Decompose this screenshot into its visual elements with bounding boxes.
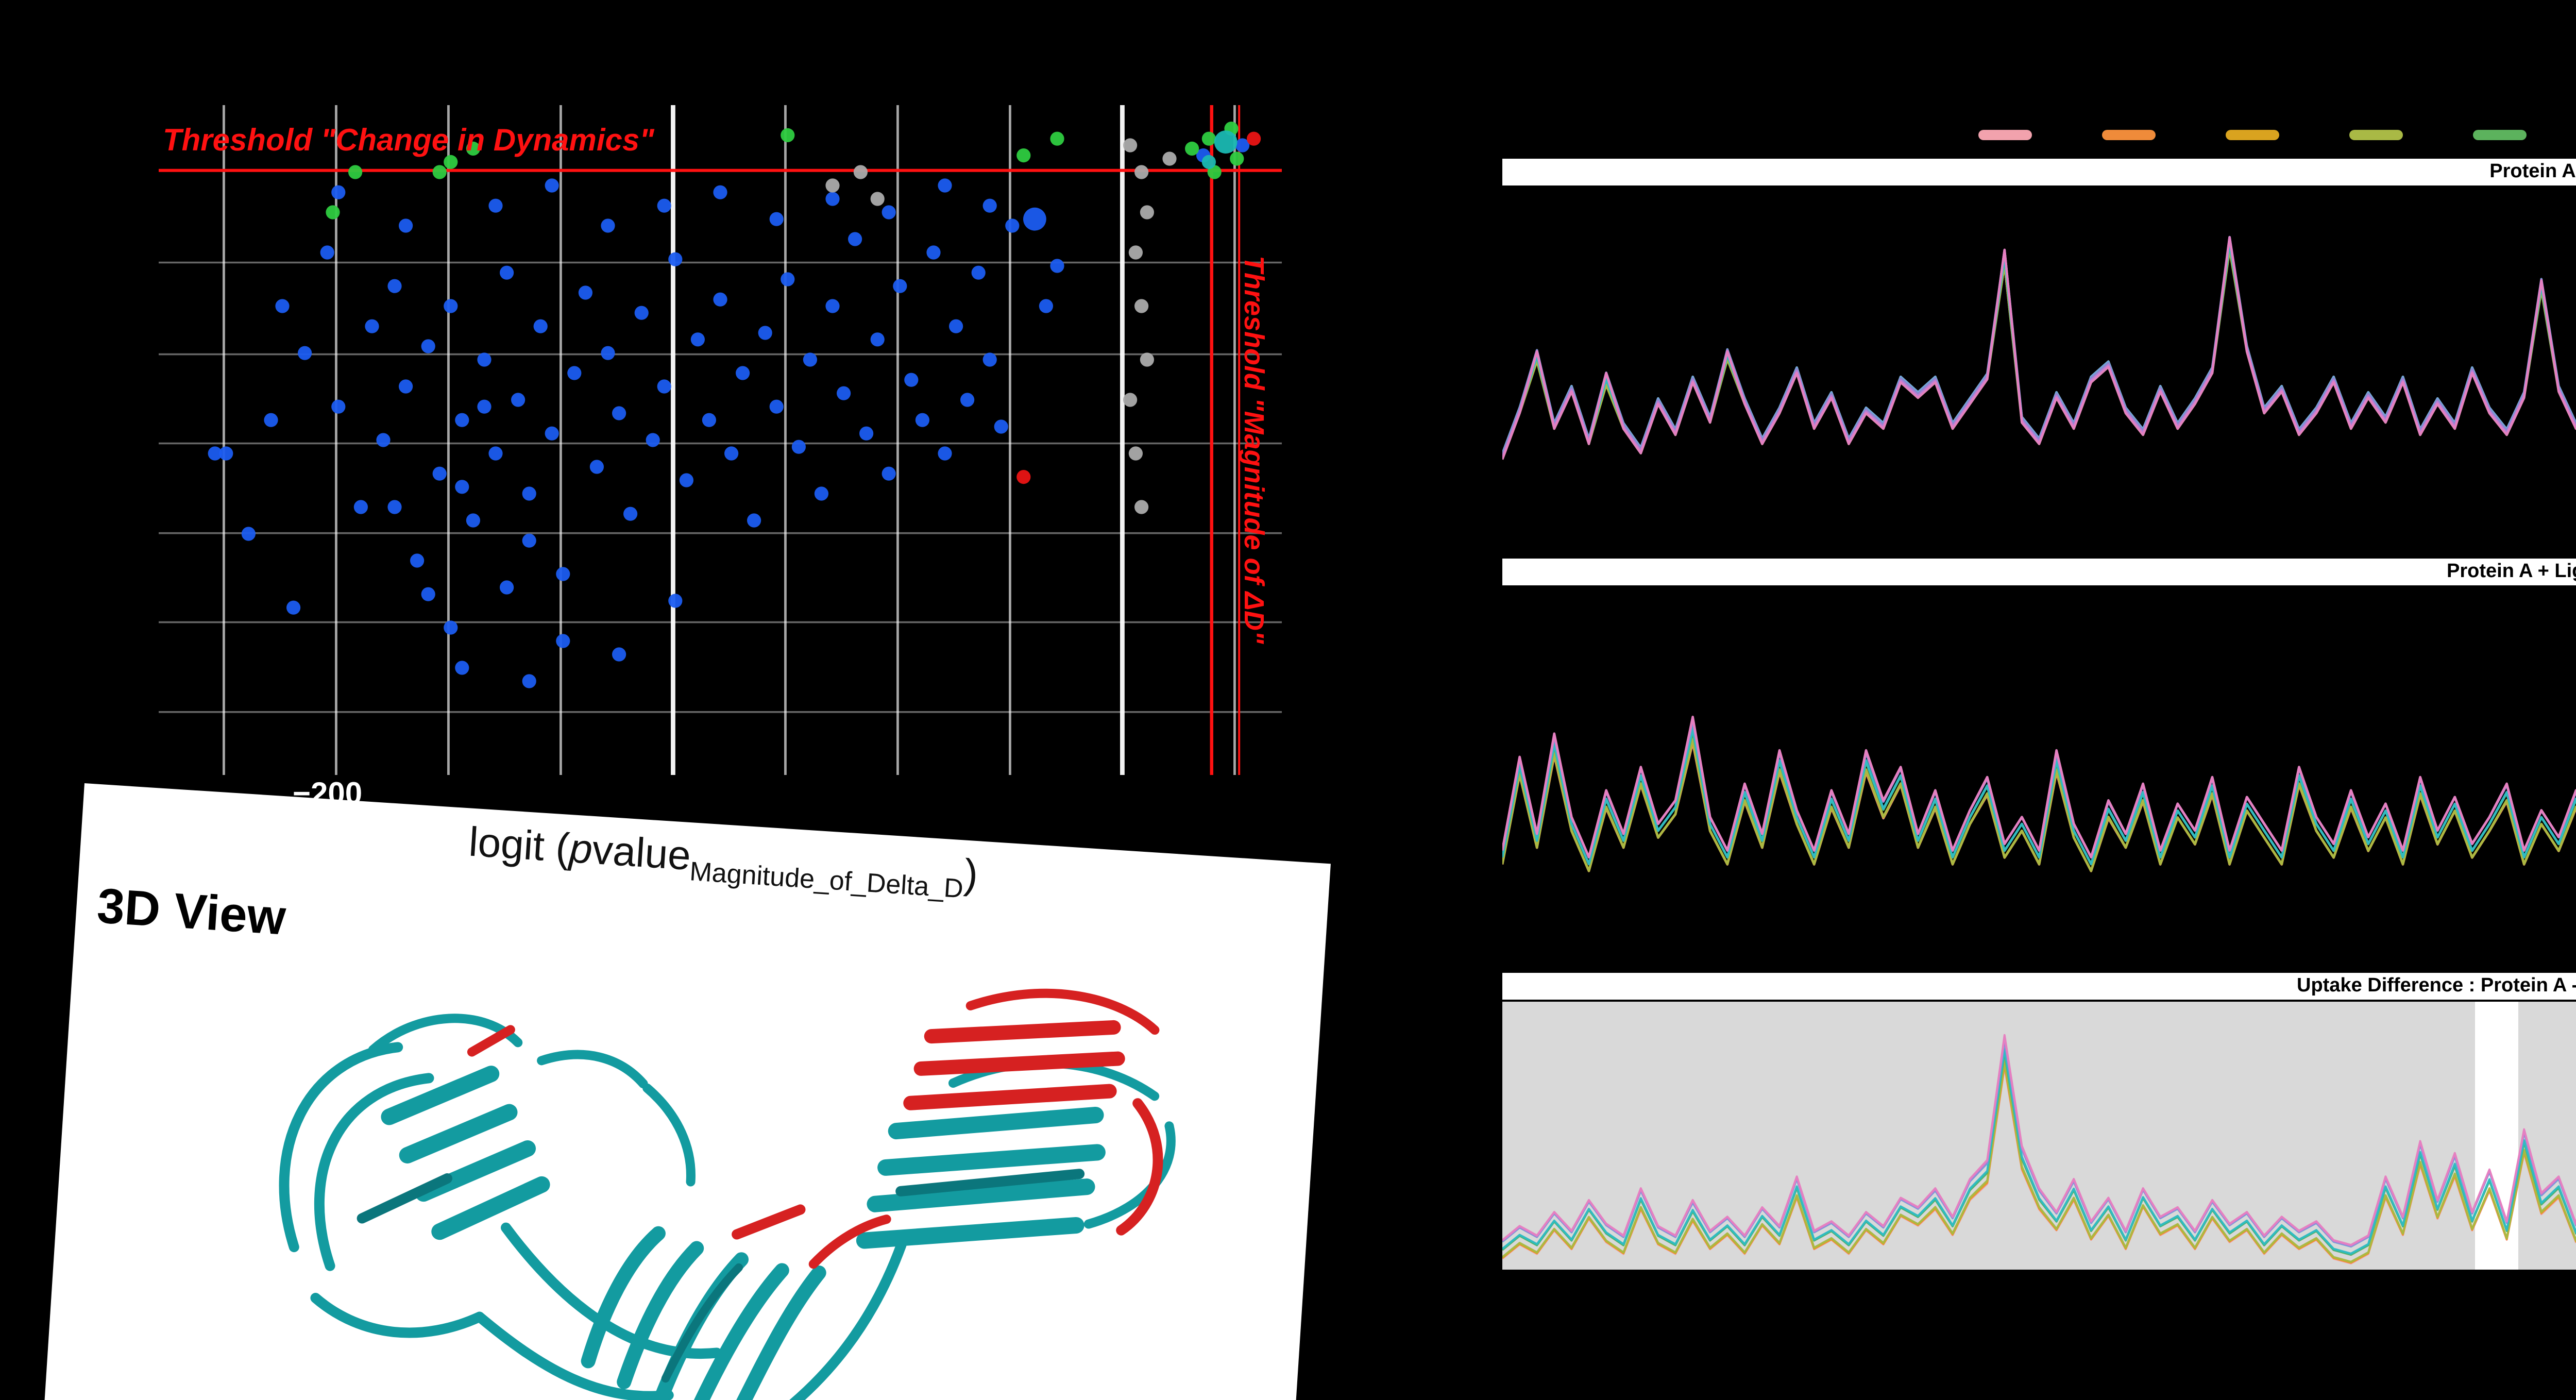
threshold-change-in-dynamics-label: Threshold "Change in Dynamics"	[163, 124, 654, 159]
uptake-plot-protein-a[interactable]	[1502, 185, 2576, 536]
3d-view-panel[interactable]: logit (pvalueMagnitude_of_Delta_D) 3D Vi…	[40, 783, 1331, 1400]
timepoint-legend	[1978, 130, 2576, 140]
chart-title-protein-a-ligand: Protein A + Ligand	[2447, 561, 2576, 583]
legend-swatch[interactable]	[2473, 130, 2527, 140]
uptake-difference-plot[interactable]	[1502, 1002, 2576, 1270]
chart-title-uptake-difference: Uptake Difference : Protein A - (Protein…	[2297, 975, 2576, 998]
protein-ribbon-structure[interactable]	[41, 783, 1331, 1400]
volcano-plot[interactable]	[159, 105, 1282, 775]
x-axis-tick-minus200: −200	[293, 777, 363, 812]
chart-title-protein-a: Protein A	[2489, 161, 2576, 183]
chart-title-bar-uptake-difference: Uptake Difference : Protein A - (Protein…	[1502, 973, 2576, 1000]
legend-swatch[interactable]	[2226, 130, 2279, 140]
legend-swatch[interactable]	[2349, 130, 2403, 140]
threshold-magnitude-label: Threshold "Magnitude of ΔD"	[1239, 256, 1269, 644]
chart-title-bar-protein-a-ligand: Protein A + Ligand	[1502, 559, 2576, 585]
legend-swatch[interactable]	[2102, 130, 2156, 140]
legend-swatch[interactable]	[1978, 130, 2032, 140]
uptake-plot-protein-a-ligand[interactable]	[1502, 587, 2576, 967]
chart-title-bar-protein-a: Protein A	[1502, 159, 2576, 185]
